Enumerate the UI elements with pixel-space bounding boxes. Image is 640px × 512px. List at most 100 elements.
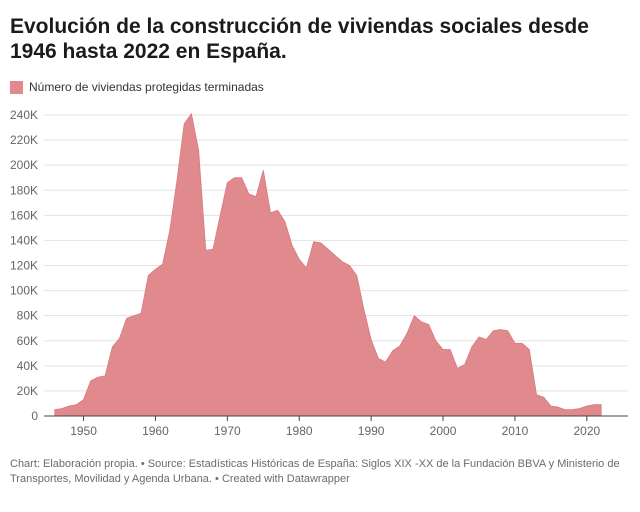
data-point[interactable] xyxy=(448,348,452,352)
y-tick-label: 140K xyxy=(10,233,38,247)
data-point[interactable] xyxy=(592,403,596,407)
data-point[interactable] xyxy=(398,344,402,348)
data-point[interactable] xyxy=(132,314,136,318)
x-tick-label: 1970 xyxy=(214,424,241,438)
data-point[interactable] xyxy=(67,404,71,408)
data-point[interactable] xyxy=(441,348,445,352)
data-point[interactable] xyxy=(60,407,64,411)
data-point[interactable] xyxy=(556,405,560,409)
data-point[interactable] xyxy=(290,243,294,247)
data-point[interactable] xyxy=(247,192,251,196)
data-point[interactable] xyxy=(585,404,589,408)
data-point[interactable] xyxy=(96,375,100,379)
data-point[interactable] xyxy=(233,176,237,180)
data-point[interactable] xyxy=(427,322,431,326)
data-point[interactable] xyxy=(384,360,388,364)
data-point[interactable] xyxy=(175,178,179,182)
data-point[interactable] xyxy=(434,339,438,343)
data-point[interactable] xyxy=(535,393,539,397)
y-tick-label: 200K xyxy=(10,158,38,172)
x-tick-label: 1960 xyxy=(142,424,169,438)
chart-title: Evolución de la construcción de vivienda… xyxy=(10,15,589,63)
y-tick-label: 100K xyxy=(10,284,38,298)
data-point[interactable] xyxy=(348,264,352,268)
data-point[interactable] xyxy=(520,341,524,345)
x-tick-label: 2010 xyxy=(502,424,529,438)
source-note: Chart: Elaboración propia. • Source: Est… xyxy=(10,458,620,485)
data-point[interactable] xyxy=(470,345,474,349)
y-tick-label: 160K xyxy=(10,208,38,222)
y-tick-label: 80K xyxy=(17,309,38,323)
data-point[interactable] xyxy=(463,363,467,367)
data-point[interactable] xyxy=(376,356,380,360)
legend-swatch xyxy=(10,80,23,94)
data-point[interactable] xyxy=(542,395,546,399)
data-point[interactable] xyxy=(455,366,459,370)
series-area xyxy=(54,112,602,417)
data-point[interactable] xyxy=(139,311,143,315)
data-point[interactable] xyxy=(168,228,172,232)
chart-area: 0 20K 40K 60K 80K 100K 120K 140K 160K 180K 200K 220… xyxy=(10,108,628,438)
data-point[interactable] xyxy=(103,374,107,378)
data-point[interactable] xyxy=(563,408,567,412)
data-point[interactable] xyxy=(491,329,495,333)
data-point[interactable] xyxy=(82,398,86,402)
data-point[interactable] xyxy=(369,338,373,342)
data-point[interactable] xyxy=(240,176,244,180)
data-point[interactable] xyxy=(326,247,330,251)
data-point[interactable] xyxy=(269,211,273,215)
y-tick-label: 20K xyxy=(17,384,38,398)
legend-label: Número de viviendas protegidas terminada… xyxy=(29,80,264,94)
data-point[interactable] xyxy=(118,336,122,340)
data-point[interactable] xyxy=(599,403,603,407)
data-point[interactable] xyxy=(484,338,488,342)
y-tick-label: 60K xyxy=(17,334,38,348)
data-point[interactable] xyxy=(513,341,517,345)
data-point[interactable] xyxy=(297,257,301,261)
data-point[interactable] xyxy=(261,168,265,172)
data-point[interactable] xyxy=(304,266,308,270)
data-point[interactable] xyxy=(391,349,395,353)
data-point[interactable] xyxy=(420,320,424,324)
y-tick-label: 40K xyxy=(17,359,38,373)
data-point[interactable] xyxy=(340,260,344,264)
data-point[interactable] xyxy=(153,267,157,271)
data-point[interactable] xyxy=(161,262,165,266)
x-tick-label: 1950 xyxy=(70,424,97,438)
data-point[interactable] xyxy=(333,254,337,258)
data-point[interactable] xyxy=(182,122,186,126)
y-tick-label: 180K xyxy=(10,183,38,197)
data-point[interactable] xyxy=(125,316,129,320)
data-point[interactable] xyxy=(283,220,287,224)
data-point[interactable] xyxy=(189,112,193,116)
data-point[interactable] xyxy=(225,181,229,185)
data-point[interactable] xyxy=(499,328,503,332)
data-point[interactable] xyxy=(218,213,222,217)
data-point[interactable] xyxy=(204,248,208,252)
data-point[interactable] xyxy=(254,195,258,199)
data-point[interactable] xyxy=(110,345,114,349)
data-point[interactable] xyxy=(549,404,553,408)
y-tick-label: 0 xyxy=(31,409,38,423)
data-point[interactable] xyxy=(211,247,215,251)
data-point[interactable] xyxy=(319,241,323,245)
legend: Número de viviendas protegidas terminada… xyxy=(10,80,264,94)
data-point[interactable] xyxy=(578,407,582,411)
data-point[interactable] xyxy=(89,379,93,383)
data-point[interactable] xyxy=(312,240,316,244)
y-tick-label: 240K xyxy=(10,108,38,122)
data-point[interactable] xyxy=(146,274,150,278)
data-point[interactable] xyxy=(355,274,359,278)
data-point[interactable] xyxy=(506,329,510,333)
data-point[interactable] xyxy=(571,408,575,412)
data-point[interactable] xyxy=(477,335,481,339)
data-point[interactable] xyxy=(405,331,409,335)
data-point[interactable] xyxy=(74,403,78,407)
data-point[interactable] xyxy=(527,348,531,352)
data-point[interactable] xyxy=(197,148,201,152)
data-point[interactable] xyxy=(276,208,280,212)
data-point[interactable] xyxy=(362,307,366,311)
y-tick-label: 120K xyxy=(10,259,38,273)
data-point[interactable] xyxy=(412,314,416,318)
data-point[interactable] xyxy=(53,408,57,412)
